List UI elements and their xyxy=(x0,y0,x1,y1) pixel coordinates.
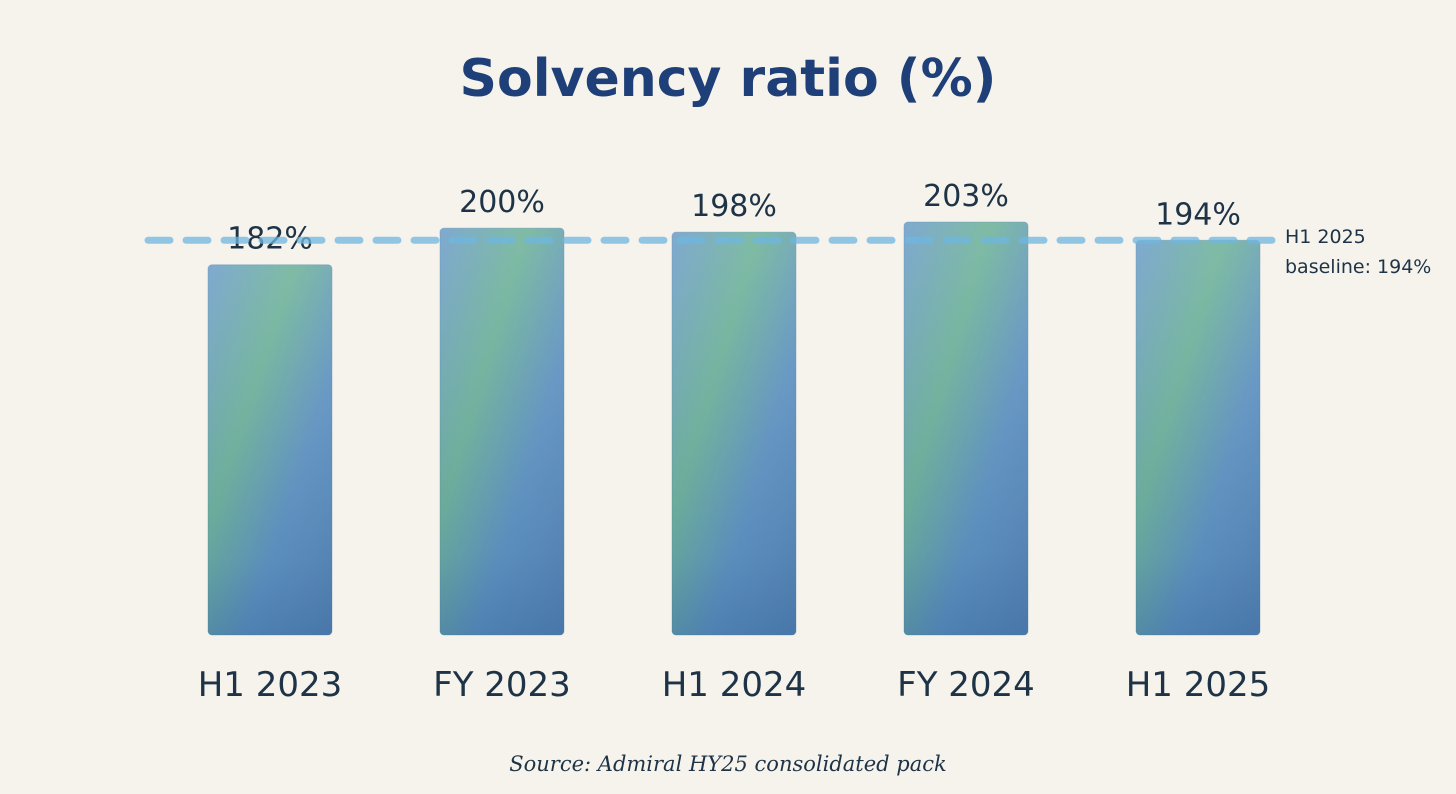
bar-shade-fy-2023 xyxy=(440,228,564,635)
reference-label-line1: H1 2025 xyxy=(1285,226,1366,248)
bar-shade-fy-2024 xyxy=(904,222,1028,635)
category-label-h1-2024: H1 2024 xyxy=(662,665,807,705)
bars-layer xyxy=(207,221,1261,636)
bar-shade-h1-2024 xyxy=(672,232,796,635)
bar-shade-h1-2025 xyxy=(1136,240,1260,635)
category-label-h1-2025: H1 2025 xyxy=(1126,665,1271,705)
value-label-fy-2024: 203% xyxy=(923,179,1009,214)
value-label-h1-2025: 194% xyxy=(1155,197,1241,232)
category-label-h1-2023: H1 2023 xyxy=(198,665,343,705)
chart-title: Solvency ratio (%) xyxy=(460,49,997,109)
bar-shade-h1-2023 xyxy=(208,264,332,635)
value-label-fy-2023: 200% xyxy=(459,185,545,220)
source-note: Source: Admiral HY25 consolidated pack xyxy=(509,752,946,776)
category-label-fy-2024: FY 2024 xyxy=(897,665,1035,705)
value-label-h1-2024: 198% xyxy=(691,189,777,224)
category-label-fy-2023: FY 2023 xyxy=(433,665,571,705)
reference-label-line2: baseline: 194% xyxy=(1285,256,1431,278)
